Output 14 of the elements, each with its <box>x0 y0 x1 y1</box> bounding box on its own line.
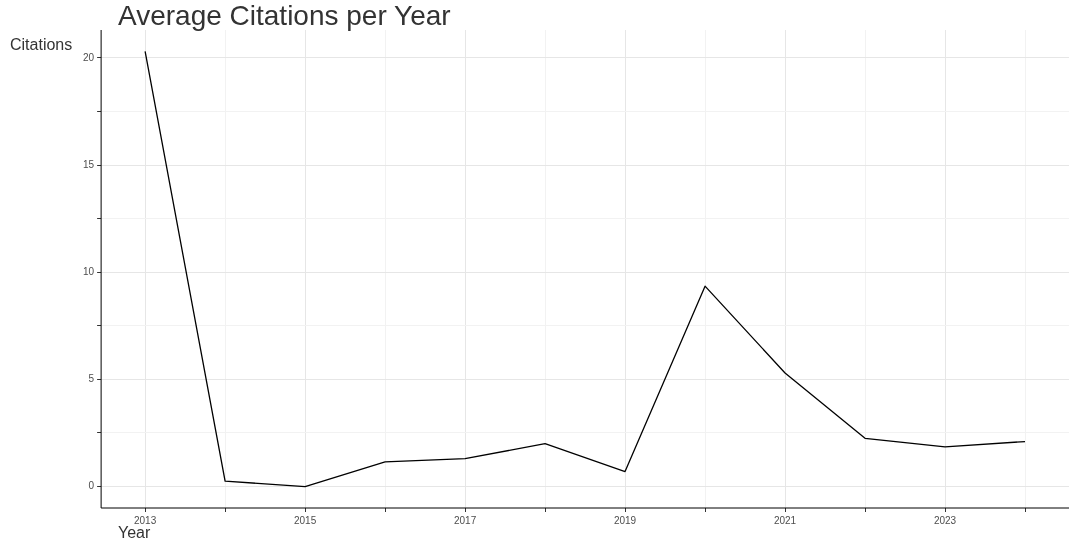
x-tick-label: 2015 <box>293 514 317 526</box>
y-tick-label: 5 <box>88 373 95 385</box>
y-tick-label: 20 <box>83 51 95 63</box>
y-axis-title: Citations <box>10 36 73 54</box>
x-tick-label: 2023 <box>933 514 957 526</box>
x-tick-label: 2013 <box>133 514 157 526</box>
y-tick-label: 15 <box>83 158 95 170</box>
chart-title: Average Citations per Year <box>118 0 451 32</box>
y-tick-label: 0 <box>88 480 95 492</box>
y-tick-label: 10 <box>83 265 95 277</box>
x-tick-label: 2021 <box>773 514 797 526</box>
x-axis-title: Year <box>118 524 151 542</box>
x-tick-label: 2017 <box>453 514 477 526</box>
x-tick-label: 2019 <box>613 514 637 526</box>
